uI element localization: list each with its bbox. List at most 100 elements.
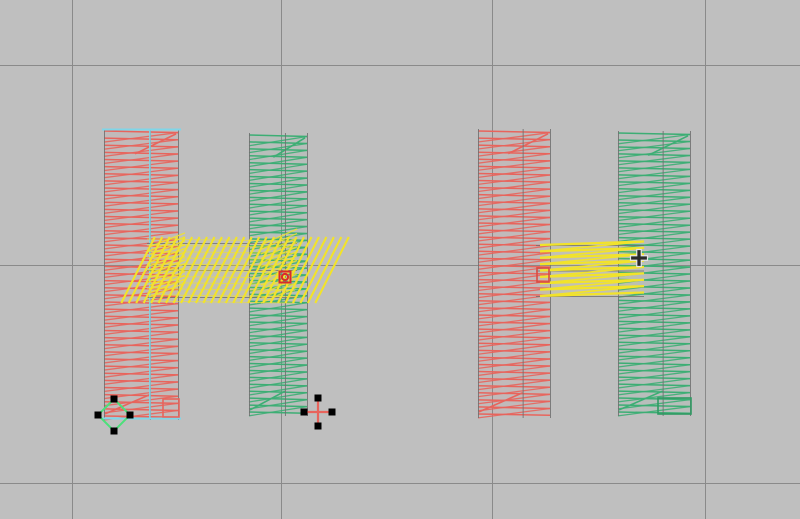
scan-line [103,329,179,333]
scan-line [617,243,691,247]
scan-line [477,229,551,233]
scan-line [477,222,551,226]
hatch-line [217,236,253,304]
scan-return [617,343,691,354]
model-right-right-post-green[interactable] [617,131,691,417]
scan-line [617,376,691,380]
model-left-left-post-red[interactable] [102,128,181,421]
scan-line [477,328,551,332]
scan-return [248,322,308,334]
left-post-green-bottom-crossover [249,390,286,411]
scan-line [103,301,179,305]
model-right-right-post-red[interactable] [477,129,551,419]
hatch-line [187,236,223,304]
scan-line [103,322,179,326]
scan-return [103,203,179,214]
scan-return [617,210,691,222]
scan-line [539,253,645,259]
scan-return [617,196,691,208]
scan-return [477,181,551,193]
hatch-line [232,236,268,304]
scan-line [477,144,551,148]
scan-line [477,300,551,304]
scan-return [477,252,551,263]
scan-return [103,345,179,357]
scan-return [477,365,551,377]
scan-return [477,358,551,370]
scan-line [103,365,179,369]
scan-line [103,187,179,191]
scan-line [617,215,691,219]
scan-line [617,229,691,233]
hatch-weave [146,294,296,298]
scan-line [617,390,691,394]
hatch-overlap-left [148,243,186,260]
scan-line [103,180,179,184]
scan-line [103,215,179,219]
hatch-overlap-left [148,251,186,267]
scan-return [617,364,691,375]
scan-line [248,397,308,401]
hatch-weave [146,263,296,267]
hatch-line [209,236,246,304]
hatch-line [120,236,156,304]
scan-return [248,156,308,168]
hatch-line [262,236,298,304]
scan-line [248,390,308,394]
scan-return [248,309,308,320]
scan-return [103,310,179,321]
scan-return [103,181,179,193]
model-left[interactable] [102,128,350,421]
scan-line [248,376,308,380]
model-right[interactable] [477,129,691,419]
scan-line [103,144,179,148]
scan-line [103,251,179,255]
scan-line [617,299,691,303]
scan-line [248,217,308,221]
scan-return [477,344,551,355]
scan-return [617,224,691,236]
scan-return [103,367,179,378]
scan-line [103,222,179,226]
model-left-left-crossbar-yellow[interactable] [120,228,350,304]
scan-line [103,351,179,355]
scan-return [103,210,179,222]
scan-return [103,131,179,143]
scan-return [477,167,551,178]
scan-line [477,356,551,360]
scan-return [617,384,691,396]
hatch-overlap-right [260,228,298,246]
scan-line [477,377,551,381]
scan-line [617,341,691,345]
scan-line [617,160,691,164]
scan-line [617,327,691,331]
scan-return [103,167,179,179]
scan-return [248,177,308,188]
scan-line [103,308,179,312]
scan-return [477,322,551,334]
model-right-right-crossbar-yellow[interactable] [536,240,645,298]
hatch-weave [146,300,296,304]
hatch-overlap-left [148,259,186,275]
scan-line [539,265,645,272]
scan-return [248,163,308,175]
scan-line [248,307,308,311]
scan-return [477,315,551,327]
scan-return [477,223,551,235]
scan-line [477,215,551,219]
hatch-line [306,236,343,304]
scan-line [248,348,308,352]
scan-return [248,350,308,362]
hatch-overlap-right [260,232,298,251]
scan-line [539,240,645,247]
scan-line [103,173,179,177]
scan-return [617,133,691,145]
scan-return [477,400,551,412]
scan-line [477,285,551,289]
right-post-green-top-crossover [647,135,689,157]
scan-return [477,230,551,242]
scan-return [248,343,308,355]
hatch-line [172,236,208,304]
